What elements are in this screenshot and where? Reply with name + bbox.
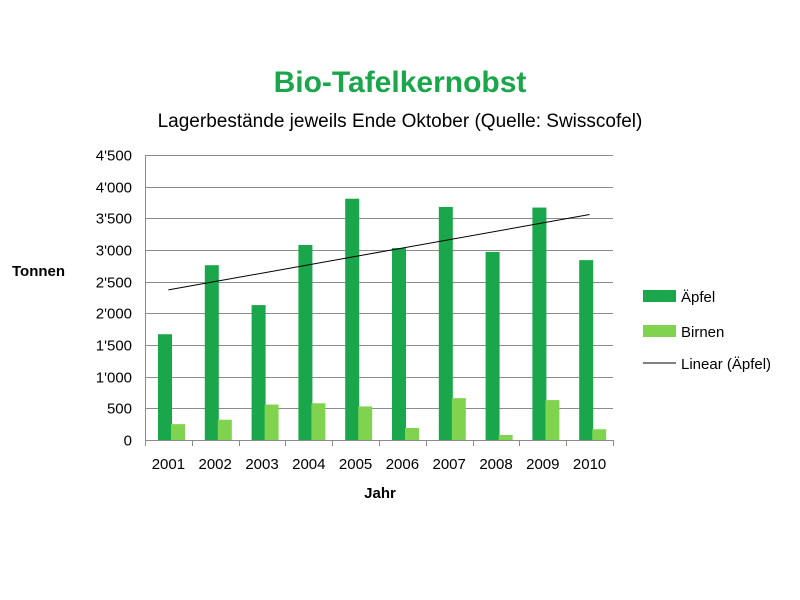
y-tick-label: 2'000 <box>96 306 132 323</box>
x-tick-label: 2010 <box>573 456 606 473</box>
legend-label-birnen: Birnen <box>681 324 724 341</box>
y-tick-label: 1'500 <box>96 338 132 355</box>
x-tick-label: 2006 <box>386 456 419 473</box>
y-tick-label: 0 <box>124 433 132 450</box>
gridlines <box>145 155 614 446</box>
x-axis-ticks: 2001 2002 2003 2004 2005 2006 2007 2008 2009 2010 <box>152 456 607 473</box>
legend-label-trendline: Linear (Äpfel) <box>681 356 771 373</box>
bar-birnen-2009 <box>545 400 560 440</box>
x-tick-label: 2001 <box>152 456 185 473</box>
bar-aepfel-2010 <box>579 260 594 440</box>
bar-birnen-2007 <box>451 398 466 440</box>
bar-birnen-2002 <box>217 419 232 440</box>
trendline-group <box>168 214 590 291</box>
chart-subtitle: Lagerbestände jeweils Ende Oktober (Quel… <box>158 111 643 132</box>
y-tick-label: 4'000 <box>96 180 132 197</box>
bar-birnen-2001 <box>171 424 185 440</box>
bar-birnen-2006 <box>405 427 419 440</box>
y-axis-ticks: 0 500 1'000 1'500 2'000 2'500 3'000 3'500 4'000 4… <box>96 148 132 450</box>
x-tick-label: 2004 <box>292 456 325 473</box>
y-tick-label: 4'500 <box>96 148 132 165</box>
x-tick-label: 2008 <box>479 456 512 473</box>
bar-birnen-2010 <box>592 429 607 440</box>
bar-birnen-2008 <box>498 434 513 440</box>
bar-birnen-2005 <box>358 406 373 440</box>
bar-aepfel-2007 <box>438 206 453 440</box>
bar-aepfel-2009 <box>532 207 547 440</box>
bars <box>158 198 607 440</box>
y-tick-label: 500 <box>107 401 132 418</box>
y-tick-label: 3'000 <box>96 243 132 260</box>
bar-aepfel-2005 <box>345 198 360 440</box>
bar-aepfel-2001 <box>158 334 172 440</box>
legend: Äpfel Birnen Linear (Äpfel) <box>643 289 771 373</box>
y-tick-label: 3'500 <box>96 211 132 228</box>
x-tick-label: 2007 <box>433 456 466 473</box>
x-tick-label: 2009 <box>526 456 559 473</box>
trendline <box>168 214 590 291</box>
legend-swatch-aepfel <box>643 290 676 302</box>
bar-aepfel-2002 <box>204 265 219 440</box>
x-tick-label: 2003 <box>245 456 278 473</box>
bar-birnen-2004 <box>311 403 326 440</box>
bar-aepfel-2008 <box>485 251 500 440</box>
bar-aepfel-2006 <box>392 248 406 440</box>
y-axis-title: Tonnen <box>12 263 65 280</box>
legend-swatch-birnen <box>643 325 676 337</box>
bar-aepfel-2004 <box>298 244 313 440</box>
bar-aepfel-2003 <box>251 305 266 440</box>
y-tick-label: 1'000 <box>96 370 132 387</box>
x-axis-title: Jahr <box>364 485 396 502</box>
x-tick-label: 2002 <box>199 456 232 473</box>
chart-title: Bio-Tafelkernobst <box>274 66 527 99</box>
y-tick-label: 2'500 <box>96 275 132 292</box>
legend-label-aepfel: Äpfel <box>681 289 715 306</box>
x-tick-label: 2005 <box>339 456 372 473</box>
bar-birnen-2003 <box>264 404 279 440</box>
